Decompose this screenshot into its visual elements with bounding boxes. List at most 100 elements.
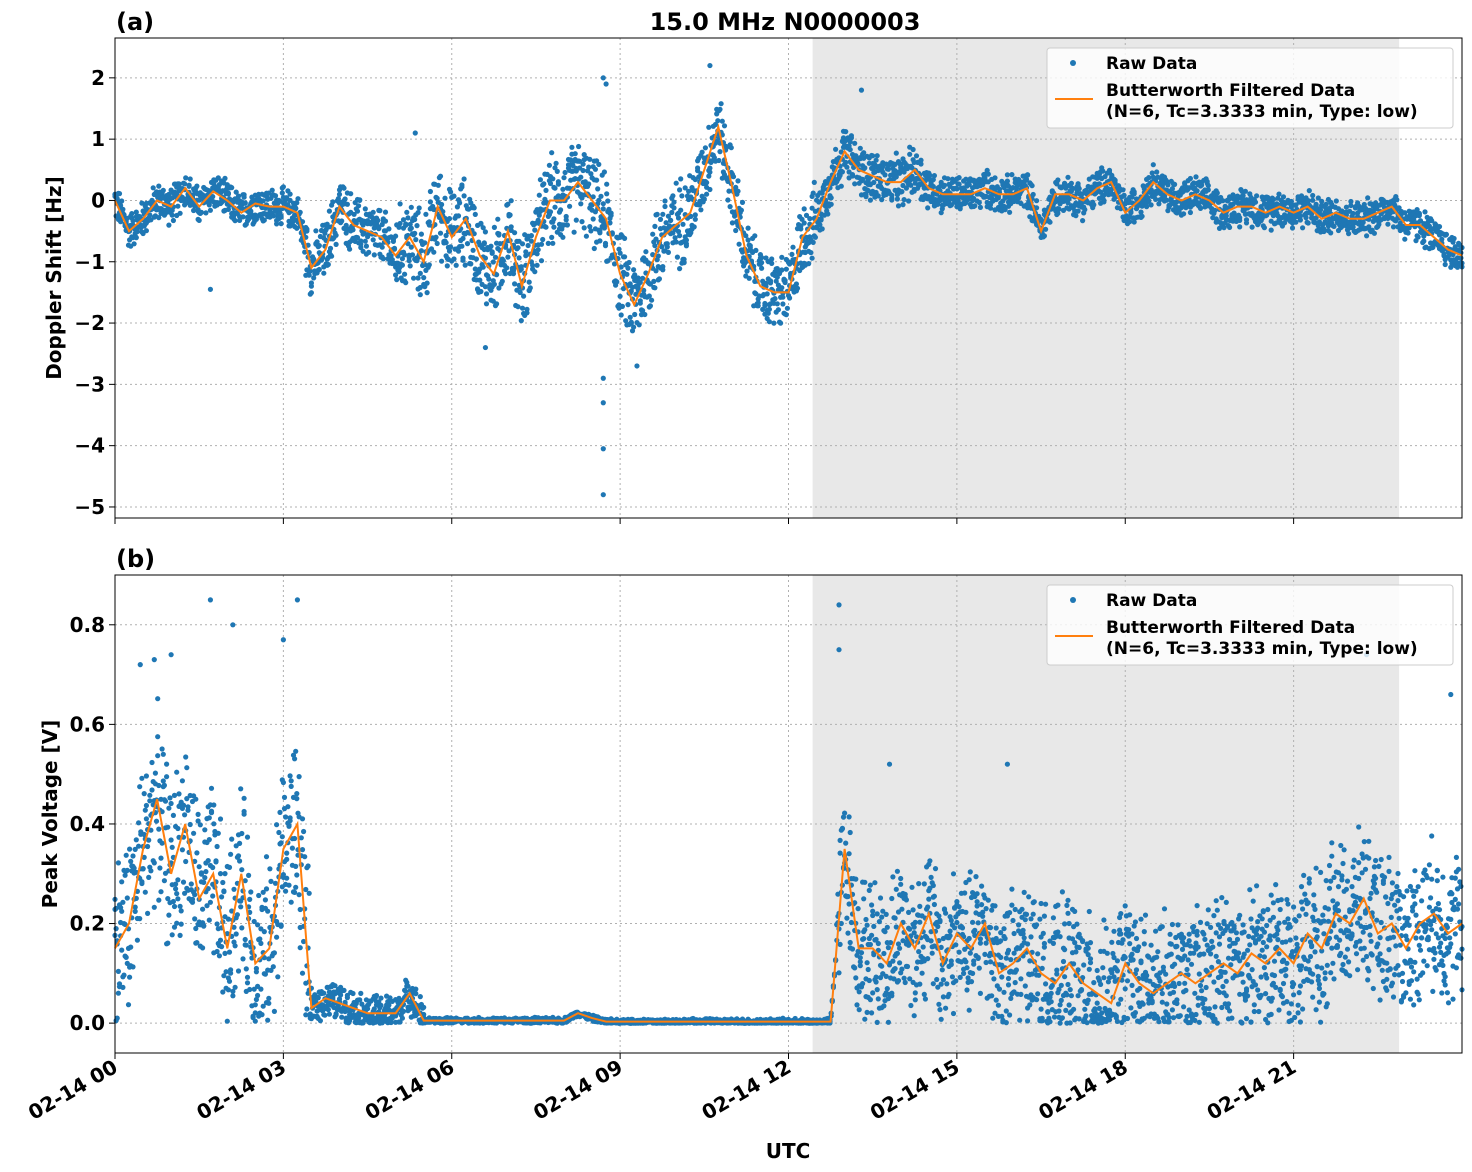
raw-point	[251, 918, 257, 925]
raw-point	[1315, 195, 1321, 201]
raw-point	[204, 903, 210, 909]
legend-filtered-label: Butterworth Filtered Data	[1106, 81, 1355, 101]
raw-point	[235, 853, 242, 859]
raw-point	[1443, 231, 1449, 237]
raw-point	[604, 181, 610, 187]
raw-point	[294, 791, 300, 797]
raw-point	[588, 171, 594, 177]
raw-point	[775, 307, 782, 313]
raw-point	[1319, 198, 1325, 204]
raw-point	[729, 220, 736, 226]
raw-point	[426, 262, 432, 268]
raw-point	[156, 215, 162, 221]
raw-point	[794, 285, 801, 291]
raw-point	[197, 822, 203, 828]
raw-point	[1421, 238, 1427, 244]
raw-point	[303, 886, 309, 893]
raw-point	[182, 181, 188, 187]
raw-point	[460, 257, 466, 263]
raw-point	[150, 185, 156, 191]
raw-point	[166, 912, 172, 918]
raw-point	[1165, 182, 1171, 188]
raw-point	[211, 802, 217, 808]
raw-point	[1312, 220, 1318, 226]
raw-point	[930, 183, 936, 190]
raw-point	[363, 243, 369, 249]
raw-point	[653, 236, 659, 242]
raw-point	[652, 223, 658, 229]
raw-point	[780, 301, 786, 307]
raw-point	[141, 791, 147, 797]
raw-point	[540, 236, 546, 243]
raw-point	[1080, 218, 1086, 224]
raw-point	[124, 895, 130, 901]
raw-point	[618, 264, 624, 270]
raw-point	[1187, 175, 1193, 182]
raw-point	[169, 212, 175, 218]
raw-point	[733, 184, 739, 190]
raw-point	[523, 249, 529, 255]
raw-point	[839, 169, 846, 175]
raw-point	[553, 160, 559, 166]
raw-point	[941, 182, 948, 188]
raw-point	[453, 262, 459, 268]
raw-point	[787, 295, 793, 301]
raw-point	[655, 253, 661, 259]
raw-point	[151, 860, 157, 866]
raw-point	[400, 217, 407, 223]
raw-point	[889, 197, 895, 203]
raw-point	[266, 995, 272, 1002]
raw-point	[260, 1003, 266, 1009]
raw-point	[601, 169, 608, 175]
raw-point	[403, 280, 409, 286]
raw-point	[302, 854, 308, 860]
raw-point	[673, 239, 679, 245]
raw-point	[269, 187, 275, 193]
panel-b-plot: 0.00.20.40.60.802-14 00 02-14 03 02-14 06 0…	[24, 574, 1465, 1125]
raw-point	[193, 796, 199, 802]
raw-point	[500, 258, 506, 264]
raw-data-points	[112, 597, 1465, 1026]
raw-point	[123, 852, 129, 858]
raw-point	[244, 974, 251, 980]
raw-point	[183, 858, 189, 865]
chart-title: 15.0 MHz N0000003	[650, 8, 921, 36]
raw-point	[471, 205, 477, 211]
raw-point	[119, 947, 125, 953]
raw-point	[293, 748, 299, 754]
raw-point	[810, 239, 816, 245]
raw-point	[1041, 233, 1047, 239]
raw-point	[279, 190, 285, 196]
raw-point	[265, 1017, 271, 1023]
raw-point	[362, 206, 368, 212]
raw-point	[271, 950, 277, 956]
raw-point	[179, 778, 185, 784]
raw-point	[321, 270, 327, 276]
raw-point	[133, 235, 139, 241]
raw-point	[1390, 224, 1397, 230]
raw-point	[284, 856, 290, 863]
raw-point	[412, 216, 418, 223]
y-tick-label: 1	[91, 127, 105, 151]
raw-point	[671, 199, 677, 205]
raw-point	[183, 754, 189, 760]
raw-point	[422, 240, 428, 246]
raw-point	[1091, 202, 1097, 208]
raw-point	[278, 923, 284, 929]
raw-point	[303, 1012, 309, 1018]
raw-point	[397, 201, 403, 207]
raw-point	[301, 828, 307, 835]
raw-point	[736, 241, 742, 247]
raw-point	[1242, 188, 1248, 194]
raw-point	[1313, 215, 1319, 221]
raw-point	[169, 932, 175, 938]
raw-point	[587, 224, 593, 230]
raw-point	[569, 144, 575, 150]
raw-point	[257, 936, 263, 942]
raw-point	[733, 227, 739, 234]
raw-point	[1214, 190, 1220, 196]
raw-point	[120, 206, 126, 212]
raw-point	[590, 194, 596, 200]
raw-point	[662, 198, 668, 204]
